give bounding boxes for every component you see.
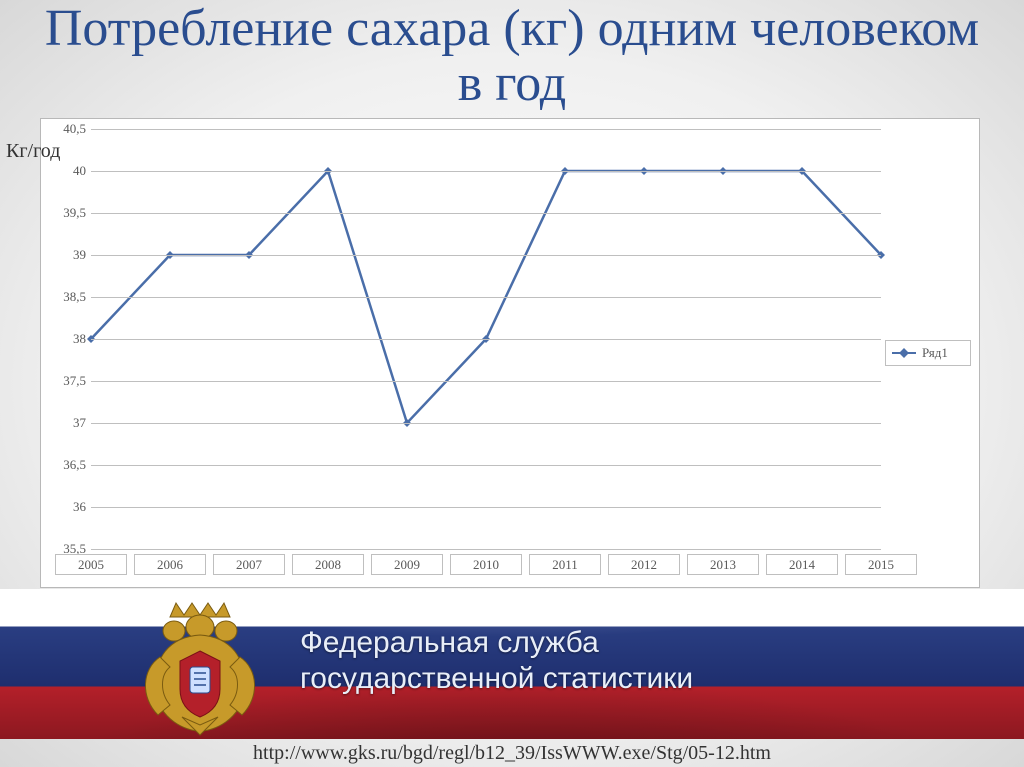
source-url: http://www.gks.ru/bgd/regl/b12_39/IssWWW… xyxy=(0,742,1024,765)
org-name: Федеральная служба государственной стати… xyxy=(300,625,693,697)
footer-banner: Федеральная служба государственной стати… xyxy=(0,589,1024,739)
slide-title: Потребление сахара (кг) одним человеком … xyxy=(0,0,1024,111)
y-tick-label: 37 xyxy=(46,415,86,431)
legend: Ряд1 xyxy=(885,340,971,366)
x-tick-label: 2006 xyxy=(134,554,206,575)
x-axis: 2005200620072008200920102011201220132014… xyxy=(91,554,881,580)
y-tick-label: 37,5 xyxy=(46,373,86,389)
grid-line xyxy=(91,255,881,256)
y-tick-label: 40 xyxy=(46,163,86,179)
chart-container: 35,53636,53737,53838,53939,54040,5 2005 2… xyxy=(40,118,980,588)
x-tick-label: 2005 xyxy=(55,554,127,575)
coat-of-arms-icon xyxy=(130,597,270,737)
grid-line xyxy=(91,171,881,172)
grid-line xyxy=(91,129,881,130)
x-tick-label: 2014 xyxy=(766,554,838,575)
x-tick-label: 2013 xyxy=(687,554,759,575)
grid-line xyxy=(91,549,881,550)
legend-marker xyxy=(892,352,916,354)
y-tick-label: 38 xyxy=(46,331,86,347)
y-axis-label: Кг/год xyxy=(6,140,60,163)
grid-line xyxy=(91,465,881,466)
x-tick-label: 2010 xyxy=(450,554,522,575)
slide: { "title": "Потребление сахара (кг) одни… xyxy=(0,0,1024,767)
x-tick-label: 2008 xyxy=(292,554,364,575)
y-tick-label: 39,5 xyxy=(46,205,86,221)
x-tick-label: 2015 xyxy=(845,554,917,575)
org-line1: Федеральная служба xyxy=(300,625,693,661)
x-tick-label: 2009 xyxy=(371,554,443,575)
grid-line xyxy=(91,507,881,508)
x-tick-label: 2011 xyxy=(529,554,601,575)
grid-line xyxy=(91,339,881,340)
y-tick-label: 39 xyxy=(46,247,86,263)
legend-label: Ряд1 xyxy=(922,345,948,361)
y-tick-label: 36 xyxy=(46,499,86,515)
x-tick-label: 2007 xyxy=(213,554,285,575)
grid-line xyxy=(91,423,881,424)
plot-area: 35,53636,53737,53838,53939,54040,5 xyxy=(91,129,881,549)
org-line2: государственной статистики xyxy=(300,661,693,697)
y-tick-label: 38,5 xyxy=(46,289,86,305)
y-tick-label: 36,5 xyxy=(46,457,86,473)
x-tick-label: 2012 xyxy=(608,554,680,575)
grid-line xyxy=(91,381,881,382)
grid-line xyxy=(91,297,881,298)
y-tick-label: 40,5 xyxy=(46,121,86,137)
grid-line xyxy=(91,213,881,214)
